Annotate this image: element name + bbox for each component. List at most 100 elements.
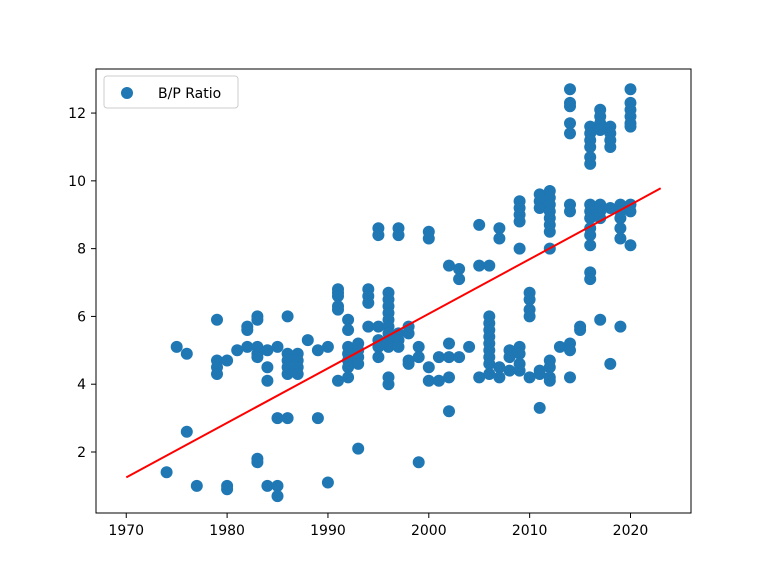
data-point: [211, 368, 223, 380]
data-point: [443, 259, 455, 272]
data-point: [564, 205, 576, 218]
data-point: [311, 412, 324, 425]
data-point: [584, 141, 597, 153]
y-tick-label: 8: [77, 242, 86, 258]
x-axis: 1970 1980 1990 2000 2010 2020: [108, 513, 648, 539]
data-point: [493, 361, 506, 374]
legend: B/P Ratio: [103, 75, 239, 109]
data-point: [301, 334, 314, 347]
data-point: [533, 368, 546, 380]
y-axis: 2 4 6 8 10 12: [68, 106, 96, 461]
data-point: [190, 479, 203, 492]
data-point: [473, 259, 486, 272]
data-point: [392, 229, 405, 242]
data-point: [493, 222, 506, 235]
trend-line: [125, 187, 662, 479]
data-point: [564, 100, 576, 113]
data-point: [271, 412, 284, 425]
data-point: [614, 232, 627, 245]
data-point: [624, 205, 637, 218]
data-point: [311, 344, 324, 357]
x-tick-label: 1980: [209, 523, 245, 539]
data-point: [422, 374, 435, 387]
data-point: [584, 212, 597, 225]
data-point: [231, 344, 244, 357]
data-point: [543, 374, 556, 387]
data-point: [543, 225, 556, 238]
data-point: [342, 313, 355, 326]
data-point: [553, 340, 566, 353]
data-point: [604, 202, 617, 214]
data-point: [392, 340, 405, 353]
data-point: [412, 340, 425, 353]
data-point: [594, 124, 607, 136]
data-point: [503, 364, 516, 377]
data-point: [453, 263, 466, 275]
data-point: [614, 212, 627, 225]
data-point: [584, 239, 597, 252]
data-point: [170, 340, 183, 353]
data-point: [584, 157, 597, 170]
data-point: [604, 141, 617, 153]
x-tick-label: 1990: [310, 523, 346, 539]
data-point: [382, 378, 395, 391]
data-point: [443, 351, 455, 364]
x-tick-label: 2010: [512, 523, 548, 539]
data-point: [372, 351, 385, 364]
data-point: [281, 412, 294, 425]
data-point: [180, 425, 193, 438]
data-point: [614, 222, 627, 235]
data-point: [332, 290, 344, 303]
data-point: [624, 120, 637, 133]
data-point: [221, 483, 234, 496]
data-point: [332, 303, 344, 316]
data-point: [564, 127, 576, 140]
data-point: [261, 361, 274, 374]
data-point: [513, 215, 526, 228]
data-point: [352, 442, 365, 455]
data-point: [533, 202, 546, 214]
trend-line-layer: [125, 187, 662, 479]
data-point: [271, 340, 284, 353]
legend-box: [103, 75, 239, 109]
data-point: [362, 296, 375, 309]
data-point: [321, 340, 334, 353]
data-point: [594, 313, 607, 326]
data-point: [493, 232, 506, 245]
data-point: [624, 83, 637, 96]
data-point: [412, 351, 425, 364]
data-point: [473, 371, 486, 384]
data-point: [624, 239, 637, 252]
data-point: [473, 218, 486, 231]
data-point: [564, 344, 576, 357]
data-point: [402, 327, 415, 340]
legend-marker: [121, 87, 133, 99]
data-point: [564, 83, 576, 96]
data-point: [261, 374, 274, 387]
data-point: [261, 344, 274, 357]
data-point: [342, 361, 355, 374]
data-point: [321, 476, 334, 489]
data-point: [251, 351, 264, 364]
y-tick-label: 12: [68, 106, 86, 122]
data-point: [564, 371, 576, 384]
data-point: [483, 357, 496, 370]
data-point: [443, 371, 455, 384]
data-point: [564, 117, 576, 130]
data-point: [241, 324, 254, 336]
data-point: [332, 374, 344, 387]
data-point: [584, 273, 597, 286]
data-point: [241, 340, 254, 353]
data-point: [281, 368, 294, 380]
data-point: [483, 259, 496, 272]
data-point: [584, 229, 597, 242]
data-point: [251, 456, 264, 469]
legend-label: B/P Ratio: [158, 86, 221, 102]
x-tick-label: 1970: [108, 523, 144, 539]
data-point: [372, 229, 385, 242]
plot-frame: [95, 68, 692, 514]
data-point: [513, 242, 526, 255]
data-point: [251, 313, 264, 326]
x-tick-label: 2000: [411, 523, 447, 539]
data-point: [412, 456, 425, 469]
